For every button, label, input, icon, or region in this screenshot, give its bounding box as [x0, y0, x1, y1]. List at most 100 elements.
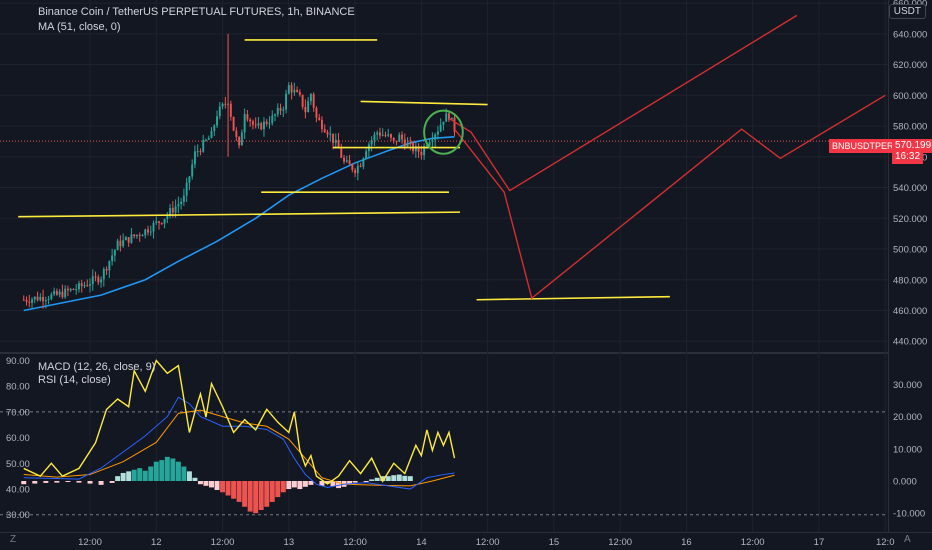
candle-body [387, 134, 390, 136]
candle-body [160, 222, 163, 224]
candle-body [431, 139, 434, 143]
auto-scale-button[interactable]: A [904, 534, 911, 545]
candle-body [55, 291, 58, 295]
candle-body [141, 235, 144, 237]
time-tick-label: 12:00 [741, 537, 765, 548]
candle-body [158, 221, 161, 223]
macd-histogram-bar [32, 481, 38, 484]
candle-body [298, 91, 301, 95]
candle-body [102, 269, 105, 280]
drawing-annotations [18, 14, 886, 301]
candle-body [356, 165, 359, 174]
candle-body [365, 151, 368, 159]
candle-body [304, 106, 307, 113]
candle-body [100, 279, 103, 283]
candle-body [398, 134, 401, 142]
candle-body [453, 117, 456, 132]
macd-histogram-bar [21, 481, 27, 485]
candle-body [384, 134, 387, 136]
macd-histogram-bar [352, 481, 358, 483]
candle-body [240, 132, 243, 146]
macd-histogram-bar [65, 481, 71, 482]
candle-body [249, 119, 252, 122]
candle-body [210, 131, 213, 139]
candle-body [395, 140, 398, 142]
pane-separator [0, 352, 932, 354]
candle-body [428, 142, 431, 146]
currency-selector[interactable]: USDT [888, 4, 926, 19]
macd-histogram-bar [164, 456, 170, 481]
candle-body [149, 231, 152, 233]
candle-body [199, 151, 202, 153]
candle-body [83, 285, 86, 287]
candle-body [442, 121, 445, 125]
candle-body [61, 291, 64, 298]
candle-body [409, 143, 412, 145]
candle-body [271, 115, 274, 124]
macd-histogram-bar [148, 466, 154, 481]
candle-body [251, 121, 254, 125]
macd-tick-label: 10.000 [893, 444, 922, 455]
candle-body [91, 276, 94, 285]
macd-histogram-bar [347, 481, 353, 485]
candle-body [69, 288, 72, 291]
macd-histogram-bar [264, 481, 270, 507]
macd-histogram-bar [153, 461, 159, 481]
candle-body [318, 117, 321, 120]
candle-body [116, 240, 119, 251]
macd-histogram-bar [319, 481, 325, 486]
macd-histogram-bar [369, 479, 375, 481]
macd-histogram-bar [186, 471, 192, 481]
macd-histogram-bar [286, 481, 292, 490]
macd-histogram-bar [209, 481, 214, 488]
macd-histogram-bar [363, 481, 369, 482]
macd-tick-label: 30.000 [893, 380, 922, 391]
candle-body [229, 103, 232, 117]
candle-body [169, 207, 172, 215]
candle-body [42, 296, 45, 302]
macd-histogram-bar [98, 481, 104, 485]
macd-histogram-bar [175, 461, 181, 481]
macd-histogram-bar [236, 481, 242, 502]
macd-line [23, 396, 455, 490]
rsi-line [23, 359, 456, 485]
candle-body [265, 121, 268, 125]
rsi-legend[interactable]: RSI (14, close) [38, 374, 111, 386]
candle-body [378, 132, 381, 136]
macd-histogram-bar [142, 470, 148, 481]
price-axis-bg [888, 0, 932, 550]
candle-body [315, 107, 318, 118]
candle-body [445, 113, 448, 122]
candle-body [133, 234, 136, 237]
candle-body [392, 137, 395, 141]
zoom-corner-button[interactable]: Z [10, 534, 17, 545]
macd-histogram-bar [297, 481, 303, 490]
candle-body [64, 288, 67, 298]
last-price-label: 570.199 [892, 139, 932, 153]
price-tick-label: 620.000 [893, 60, 927, 71]
candle-body [307, 101, 310, 113]
macd-legend[interactable]: MACD (12, 26, close, 9) [38, 361, 156, 373]
candle-body [31, 299, 33, 303]
macd-histogram-bar [308, 481, 314, 485]
grid-lines [0, 0, 932, 532]
candle-body [86, 285, 89, 287]
candle-body [180, 201, 183, 205]
candle-body [97, 277, 100, 283]
candle-body [403, 139, 406, 147]
candle-body [329, 133, 332, 135]
candle-body [312, 94, 315, 108]
price-tick-label: 500.000 [893, 245, 927, 256]
rsi-tick-label: 80.00 [6, 382, 30, 393]
macd-tick-label: 0.000 [893, 477, 917, 488]
candle-body [340, 148, 343, 158]
candle-body [185, 182, 188, 196]
macd-tick-label: -10.000 [893, 509, 925, 520]
candle-body [243, 114, 246, 133]
candle-body [111, 255, 114, 262]
candle-body [370, 140, 373, 145]
rsi-tick-label: 30.00 [6, 510, 30, 521]
price-tick-label: 600.000 [893, 91, 927, 102]
time-tick-label: 12:00 [343, 537, 367, 548]
